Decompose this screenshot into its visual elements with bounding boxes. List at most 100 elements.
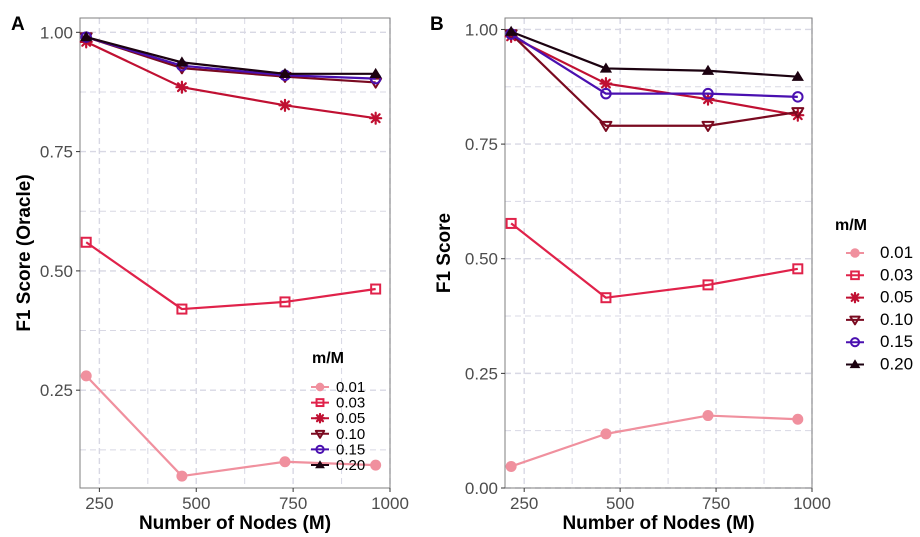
x-tick-label: 750: [702, 494, 730, 513]
data-point: [702, 410, 714, 422]
series-line: [510, 35, 798, 117]
data-point: [370, 459, 382, 471]
legend-title: m/M: [312, 350, 344, 367]
panel-label: A: [11, 14, 25, 35]
legend-key-marker: [315, 382, 325, 392]
y-tick-label: 0.25: [465, 364, 498, 383]
data-point: [792, 263, 804, 275]
data-point: [702, 279, 714, 291]
panel-a: A 250 500 750 1000 0.25 0.50 0.75 1.00 Number of …: [11, 14, 409, 534]
legend-item: 0.05: [311, 410, 365, 427]
panel-border: [79, 17, 391, 489]
legend-key-marker: [314, 429, 326, 439]
data-point: [600, 292, 612, 304]
y-axis-title: F1 Score: [434, 213, 455, 293]
legend-label: 0.20: [336, 457, 365, 474]
legend-item: 0.05: [846, 288, 913, 307]
data-point: [175, 56, 189, 67]
legend-item: 0.03: [311, 395, 365, 412]
legend-title: m/M: [835, 217, 867, 234]
series-line: [510, 30, 798, 78]
data-point: [791, 70, 804, 81]
data-point: [80, 236, 92, 248]
data-point: [504, 29, 518, 43]
legend-label: 0.05: [336, 410, 365, 427]
y-tick-label: 1.00: [40, 23, 73, 42]
series-line: [510, 33, 798, 98]
x-axis-title: Number of Nodes (M): [562, 513, 754, 534]
series-0-20: [505, 25, 804, 81]
legend-label: 0.03: [880, 265, 913, 284]
legend-key-marker: [849, 315, 861, 326]
y-tick-label: 0.00: [465, 479, 498, 498]
data-point: [279, 456, 291, 468]
data-point: [369, 67, 382, 79]
x-tick-label: 500: [606, 494, 634, 513]
legend-item: 0.20: [846, 355, 913, 374]
series-0-05: [504, 29, 805, 122]
legend-item: 0.15: [846, 332, 913, 351]
legend-item: 0.03: [846, 265, 913, 284]
legend-key-marker: [849, 337, 861, 348]
data-point: [369, 111, 383, 125]
legend-label: 0.15: [880, 332, 913, 351]
data-point: [279, 296, 291, 308]
legend: m/M 0.01 0.03 0.05 0.10 0.15 0.20: [835, 217, 913, 374]
x-tick-label: 250: [85, 494, 113, 513]
panel-border: [504, 17, 813, 489]
data-point: [175, 80, 189, 94]
legend-label: 0.01: [880, 243, 913, 262]
series-group: [79, 31, 383, 482]
x-tick-label: 1000: [371, 494, 409, 513]
legend-label: 0.15: [336, 441, 365, 458]
axis-ticks: 250 500 750 1000 0.25 0.50 0.75 1.00: [40, 23, 409, 513]
data-point: [80, 370, 92, 382]
legend-key-marker: [315, 460, 325, 469]
y-axis-title: F1 Score (Oracle): [14, 174, 35, 331]
legend-item: 0.20: [311, 457, 365, 474]
axis-ticks: 250 500 750 1000 0.00 0.25 0.50 0.75 1.00: [465, 20, 831, 513]
series-line: [85, 36, 376, 75]
data-point: [505, 217, 517, 229]
legend-label: 0.01: [336, 379, 365, 396]
series-0-01: [80, 370, 382, 482]
series-0-01: [505, 410, 804, 472]
panel-b: B 250 500 750 1000 0.00 0.25 0.50 0.75 1.00 Number…: [430, 14, 913, 534]
series-0-10: [504, 29, 805, 132]
legend-key-marker: [315, 444, 325, 455]
data-point: [600, 87, 612, 100]
data-point: [701, 120, 715, 132]
legend-item: 0.01: [311, 379, 365, 396]
series-line: [85, 36, 376, 84]
series-line: [85, 375, 376, 478]
x-axis-title: Number of Nodes (M): [139, 513, 331, 534]
x-tick-label: 1000: [793, 494, 831, 513]
panel-label: B: [430, 14, 444, 35]
series-line: [85, 241, 376, 311]
data-point: [370, 283, 382, 295]
series-group: [504, 25, 805, 472]
series-line: [85, 40, 376, 120]
legend-item: 0.10: [846, 310, 913, 329]
legend: m/M 0.010.030.050.100.150.20: [311, 350, 365, 474]
x-tick-label: 500: [182, 494, 210, 513]
y-tick-label: 0.75: [465, 135, 498, 154]
data-point: [80, 31, 93, 42]
legend-label: 0.10: [880, 310, 913, 329]
y-tick-label: 0.50: [465, 250, 498, 269]
data-point: [505, 460, 517, 472]
series-0-03: [80, 236, 382, 315]
data-point: [176, 303, 188, 315]
series-0-03: [505, 217, 804, 304]
series-line: [85, 36, 376, 80]
legend-key-marker: [849, 291, 861, 304]
legend-item: 0.10: [311, 426, 365, 443]
series-0-20: [80, 31, 382, 79]
y-tick-label: 0.25: [40, 381, 73, 400]
legend-item: 0.15: [311, 441, 365, 458]
legend-label: 0.03: [336, 395, 365, 412]
legend-key-marker: [850, 248, 860, 258]
data-point: [701, 64, 715, 75]
series-line: [510, 222, 798, 299]
